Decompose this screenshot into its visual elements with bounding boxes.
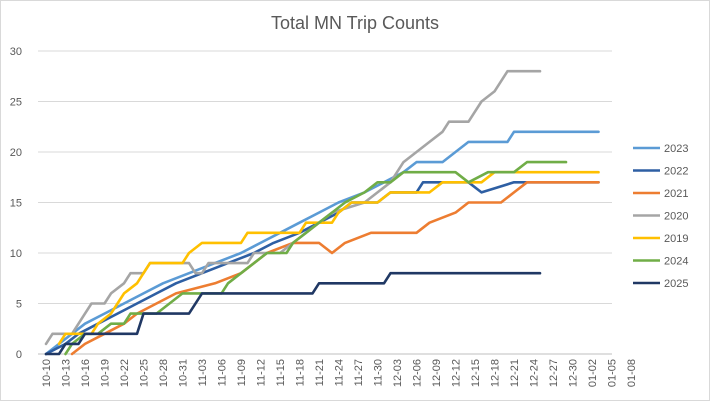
legend-label-2022: 2022 xyxy=(664,166,688,178)
x-tick-label: 01-05 xyxy=(607,359,619,387)
x-tick-label: 12-09 xyxy=(431,359,443,387)
chart-title: Total MN Trip Counts xyxy=(270,13,440,33)
x-tick-label: 12-18 xyxy=(490,359,502,387)
x-tick-label: 12-27 xyxy=(548,359,560,387)
x-tick-label: 10-28 xyxy=(158,359,170,387)
series-lines xyxy=(44,69,600,356)
x-tick-label: 10-16 xyxy=(80,359,92,387)
x-tick-label: 12-24 xyxy=(529,359,541,387)
x-tick-label: 11-27 xyxy=(353,359,365,386)
x-tick-label: 11-12 xyxy=(256,359,268,386)
y-tick-label: 20 xyxy=(10,147,22,159)
y-tick-label: 25 xyxy=(10,97,22,109)
series-line-2024 xyxy=(64,160,568,356)
y-tick-label: 5 xyxy=(16,299,22,311)
legend-label-2023: 2023 xyxy=(664,143,688,155)
x-axis-ticks: 10-10 10-13 10-16 10-19 10-22 10-25 10-28 10-31… xyxy=(41,359,638,387)
x-tick-label: 10-10 xyxy=(41,359,53,387)
x-tick-label: 11-30 xyxy=(373,359,385,386)
legend-label-2020: 2020 xyxy=(664,211,688,223)
legend-label-2019: 2019 xyxy=(664,233,688,245)
x-tick-label: 11-24 xyxy=(334,359,346,386)
y-tick-label: 0 xyxy=(16,349,22,361)
x-tick-label: 11-21 xyxy=(314,359,326,386)
x-tick-label: 11-09 xyxy=(236,359,248,386)
x-tick-label: 11-18 xyxy=(295,359,307,386)
legend: 2023 2022 2021 2020 2019 2024 2025 xyxy=(633,143,688,290)
x-tick-label: 11-06 xyxy=(217,359,229,386)
y-axis-ticks: 0 5 10 15 20 25 30 xyxy=(10,46,22,361)
x-tick-label: 10-22 xyxy=(119,359,131,387)
x-tick-label: 01-02 xyxy=(587,359,599,387)
series-line-2020 xyxy=(44,69,542,346)
x-tick-label: 01-08 xyxy=(626,359,638,387)
x-tick-label: 10-25 xyxy=(139,359,151,387)
x-tick-label: 12-03 xyxy=(392,359,404,387)
series-line-2025 xyxy=(44,271,542,356)
x-tick-label: 12-21 xyxy=(509,359,521,387)
x-tick-label: 12-06 xyxy=(412,359,424,387)
x-tick-label: 11-15 xyxy=(275,359,287,386)
legend-label-2025: 2025 xyxy=(664,278,688,290)
x-tick-label: 10-31 xyxy=(178,359,190,387)
series-line-2022 xyxy=(44,181,600,356)
y-tick-label: 10 xyxy=(10,248,22,260)
x-tick-label: 12-12 xyxy=(451,359,463,387)
legend-label-2024: 2024 xyxy=(664,256,688,268)
x-tick-label: 12-15 xyxy=(470,359,482,387)
y-tick-label: 15 xyxy=(10,198,22,210)
x-tick-label: 10-13 xyxy=(61,359,73,387)
series-line-2023 xyxy=(44,130,600,356)
y-tick-label: 30 xyxy=(10,46,22,58)
x-tick-label: 12-30 xyxy=(568,359,580,387)
gridlines xyxy=(38,50,612,355)
legend-label-2021: 2021 xyxy=(664,188,688,200)
x-tick-label: 10-19 xyxy=(100,359,112,387)
series-line-2021 xyxy=(70,181,600,356)
x-tick-label: 11-03 xyxy=(197,359,209,386)
series-line-2019 xyxy=(57,170,600,346)
